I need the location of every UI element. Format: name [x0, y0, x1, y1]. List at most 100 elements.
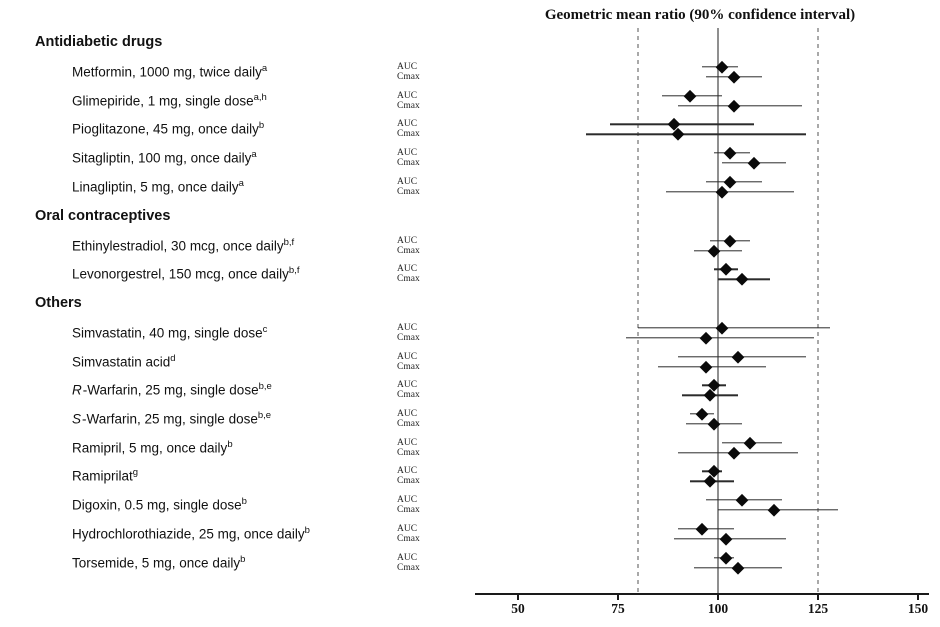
- auc-point-diamond-0-4: [723, 175, 737, 188]
- drug-label-superscript: a: [261, 63, 268, 74]
- auc-label-2-6: AUC: [397, 495, 418, 506]
- auc-point-diamond-2-1: [731, 350, 745, 363]
- cmax-point-diamond-2-2: [703, 389, 717, 402]
- drug-label-0-3: Sitagliptin, 100 mg, once dailya: [72, 149, 257, 166]
- auc-label-0-0: AUC: [397, 62, 418, 72]
- auc-label-0-2: AUC: [397, 119, 418, 130]
- drug-label-2-5: Ramiprilatg: [72, 467, 139, 484]
- drug-label-0-4: Linagliptin, 5 mg, once dailya: [72, 177, 244, 195]
- cmax-label-0-0: Cmax: [397, 72, 420, 82]
- group-header-0: Antidiabetic drugs: [35, 34, 163, 50]
- auc-point-diamond-0-1: [683, 89, 697, 102]
- drug-label-superscript: b: [304, 524, 310, 536]
- drug-label-1-1: Levonorgestrel, 150 mcg, once dailyb,f: [72, 265, 300, 282]
- auc-point-diamond-1-0: [723, 234, 737, 247]
- x-tick-label-150: 150: [907, 601, 929, 616]
- drug-label-superscript: b,f: [283, 236, 295, 248]
- cmax-point-diamond-0-1: [727, 99, 741, 112]
- drug-label-superscript: b: [240, 553, 246, 565]
- x-tick-label-100: 100: [707, 601, 729, 616]
- auc-label-2-1: AUC: [397, 351, 418, 362]
- drug-label-superscript: b,e: [258, 381, 272, 393]
- cmax-point-diamond-1-1: [735, 273, 749, 286]
- auc-point-diamond-2-8: [719, 551, 733, 564]
- auc-label-2-8: AUC: [397, 552, 418, 563]
- cmax-point-diamond-0-0: [727, 70, 741, 84]
- auc-ci-line-0-2: [610, 123, 754, 126]
- drug-label-superscript: b: [241, 496, 247, 508]
- cmax-point-diamond-2-8: [731, 561, 745, 574]
- drug-label-italic-prefix: R: [72, 382, 82, 398]
- drug-label-superscript: c: [262, 323, 268, 335]
- drug-label-2-3: S-Warfarin, 25 mg, single doseb,e: [72, 410, 272, 427]
- auc-label-0-3: AUC: [397, 148, 418, 159]
- drug-label-superscript: b: [227, 438, 233, 450]
- cmax-label-0-2: Cmax: [397, 129, 420, 140]
- auc-label-2-7: AUC: [397, 523, 418, 534]
- cmax-label-0-4: Cmax: [397, 186, 420, 197]
- drug-label-superscript: g: [132, 467, 139, 479]
- x-axis: [475, 593, 929, 595]
- drug-label-superscript: b,e: [257, 410, 272, 421]
- cmax-label-2-7: Cmax: [397, 533, 420, 544]
- drug-label-superscript: a,h: [253, 91, 267, 103]
- x-tick-100: [717, 594, 719, 600]
- drug-label-0-1: Glimepiride, 1 mg, single dosea,h: [72, 91, 267, 109]
- group-header-2: Others: [35, 294, 82, 311]
- auc-label-2-5: AUC: [397, 466, 418, 477]
- drug-label-superscript: a: [251, 149, 257, 161]
- cmax-point-diamond-0-3: [747, 157, 761, 170]
- auc-label-1-1: AUC: [397, 264, 418, 275]
- cmax-label-0-3: Cmax: [397, 158, 420, 169]
- auc-label-2-2: AUC: [397, 380, 418, 391]
- cmax-point-diamond-2-7: [719, 532, 733, 545]
- reference-line-dashed-125: [817, 28, 819, 593]
- drug-label-2-8: Torsemide, 5 mg, once dailyb: [72, 553, 246, 570]
- x-tick-75: [617, 594, 619, 600]
- cmax-label-2-4: Cmax: [397, 447, 420, 458]
- x-tick-label-50: 50: [511, 601, 525, 616]
- cmax-ci-line-0-2: [586, 133, 806, 136]
- drug-label-2-7: Hydrochlorothiazide, 25 mg, once dailyb: [72, 524, 310, 542]
- cmax-label-2-2: Cmax: [397, 390, 420, 401]
- drug-label-2-1: Simvastatin acidd: [72, 352, 176, 370]
- drug-label-0-0: Metformin, 1000 mg, twice dailya: [72, 63, 268, 80]
- drug-label-superscript: d: [170, 352, 176, 364]
- cmax-label-2-8: Cmax: [397, 562, 420, 573]
- cmax-label-2-0: Cmax: [397, 332, 420, 343]
- auc-label-0-1: AUC: [397, 90, 418, 101]
- auc-point-diamond-1-1: [719, 263, 733, 276]
- cmax-label-1-1: Cmax: [397, 274, 420, 285]
- drug-label-2-0: Simvastatin, 40 mg, single dosec: [72, 323, 268, 341]
- cmax-label-1-0: Cmax: [397, 245, 420, 256]
- cmax-ci-line-0-4: [666, 191, 794, 193]
- cmax-label-2-6: Cmax: [397, 505, 420, 516]
- cmax-label-2-1: Cmax: [397, 361, 420, 372]
- cmax-ci-line-2-0: [626, 337, 814, 339]
- x-tick-label-125: 125: [807, 601, 829, 616]
- auc-point-diamond-2-4: [743, 436, 757, 449]
- drug-label-superscript: b,f: [288, 265, 300, 277]
- drug-label-superscript: b: [258, 120, 265, 132]
- drug-label-2-4: Ramipril, 5 mg, once dailyb: [72, 438, 233, 456]
- drug-label-2-2: R-Warfarin, 25 mg, single doseb,e: [72, 381, 272, 398]
- x-tick-label-75: 75: [611, 601, 625, 616]
- cmax-label-0-1: Cmax: [397, 100, 420, 111]
- chart-title: Geometric mean ratio (90% confidence int…: [544, 7, 856, 23]
- cmax-point-diamond-2-5: [703, 475, 717, 488]
- drug-label-italic-prefix: S: [72, 411, 82, 427]
- group-header-1: Oral contraceptives: [35, 207, 171, 224]
- auc-point-diamond-0-3: [723, 147, 737, 160]
- auc-point-diamond-2-6: [735, 494, 749, 507]
- drug-label-superscript: a: [238, 177, 244, 189]
- auc-label-2-0: AUC: [397, 322, 418, 333]
- auc-point-diamond-2-7: [695, 522, 709, 535]
- auc-ci-line-2-0: [638, 327, 830, 329]
- reference-line-100: [717, 28, 719, 593]
- auc-label-2-4: AUC: [397, 437, 418, 448]
- x-tick-125: [817, 594, 819, 600]
- cmax-point-diamond-2-6: [767, 504, 781, 517]
- cmax-label-2-3: Cmax: [397, 419, 420, 429]
- auc-point-diamond-2-3: [695, 407, 709, 421]
